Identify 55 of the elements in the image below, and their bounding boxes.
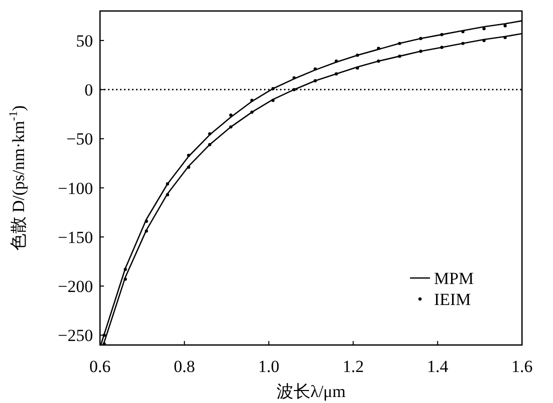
point [292, 76, 296, 80]
point [229, 114, 232, 117]
point [208, 132, 212, 136]
y-tick-label: −100 [58, 178, 93, 198]
point [461, 30, 465, 34]
legend-label: MPM [434, 269, 474, 288]
point [482, 38, 486, 42]
x-tick-label: 1.6 [511, 357, 533, 376]
point [271, 98, 275, 102]
x-tick-label: 1.4 [426, 357, 449, 376]
point [504, 36, 507, 40]
point [314, 79, 317, 82]
point [314, 67, 317, 71]
point [102, 342, 106, 345]
legend-label: IEIM [434, 290, 471, 309]
point [356, 66, 360, 70]
point [144, 220, 148, 223]
point [250, 110, 254, 114]
point [124, 278, 127, 281]
point [208, 143, 212, 146]
y-tick-label: −150 [58, 228, 93, 247]
point [229, 125, 232, 129]
y-tick-label: −250 [58, 326, 93, 346]
x-tick-label: 0.8 [174, 357, 196, 376]
point [419, 36, 422, 40]
point [334, 60, 338, 63]
point [334, 72, 338, 76]
point [419, 50, 422, 53]
point [187, 166, 190, 169]
x-tick-label: 1.0 [258, 357, 280, 376]
point [356, 54, 360, 57]
y-tick-label: 50 [76, 31, 93, 50]
y-tick-label: 0 [84, 80, 93, 100]
y-tick-label: −200 [58, 277, 93, 296]
point [187, 154, 190, 158]
point [144, 229, 148, 233]
point [292, 88, 296, 92]
point [166, 193, 170, 196]
point [124, 268, 127, 271]
x-axis-title: 波长λ/μm [276, 382, 346, 401]
point [461, 42, 465, 46]
point [271, 87, 275, 90]
y-tick-label: −50 [66, 130, 93, 149]
point [250, 98, 254, 102]
x-tick-label: 1.2 [342, 357, 364, 376]
point [376, 46, 380, 50]
point [376, 60, 380, 63]
point [398, 42, 402, 46]
point [440, 46, 444, 49]
point [504, 24, 507, 28]
point [482, 27, 486, 30]
point [440, 32, 444, 36]
point [398, 54, 402, 58]
point [166, 182, 170, 186]
x-tick-label: 0.6 [89, 357, 111, 376]
